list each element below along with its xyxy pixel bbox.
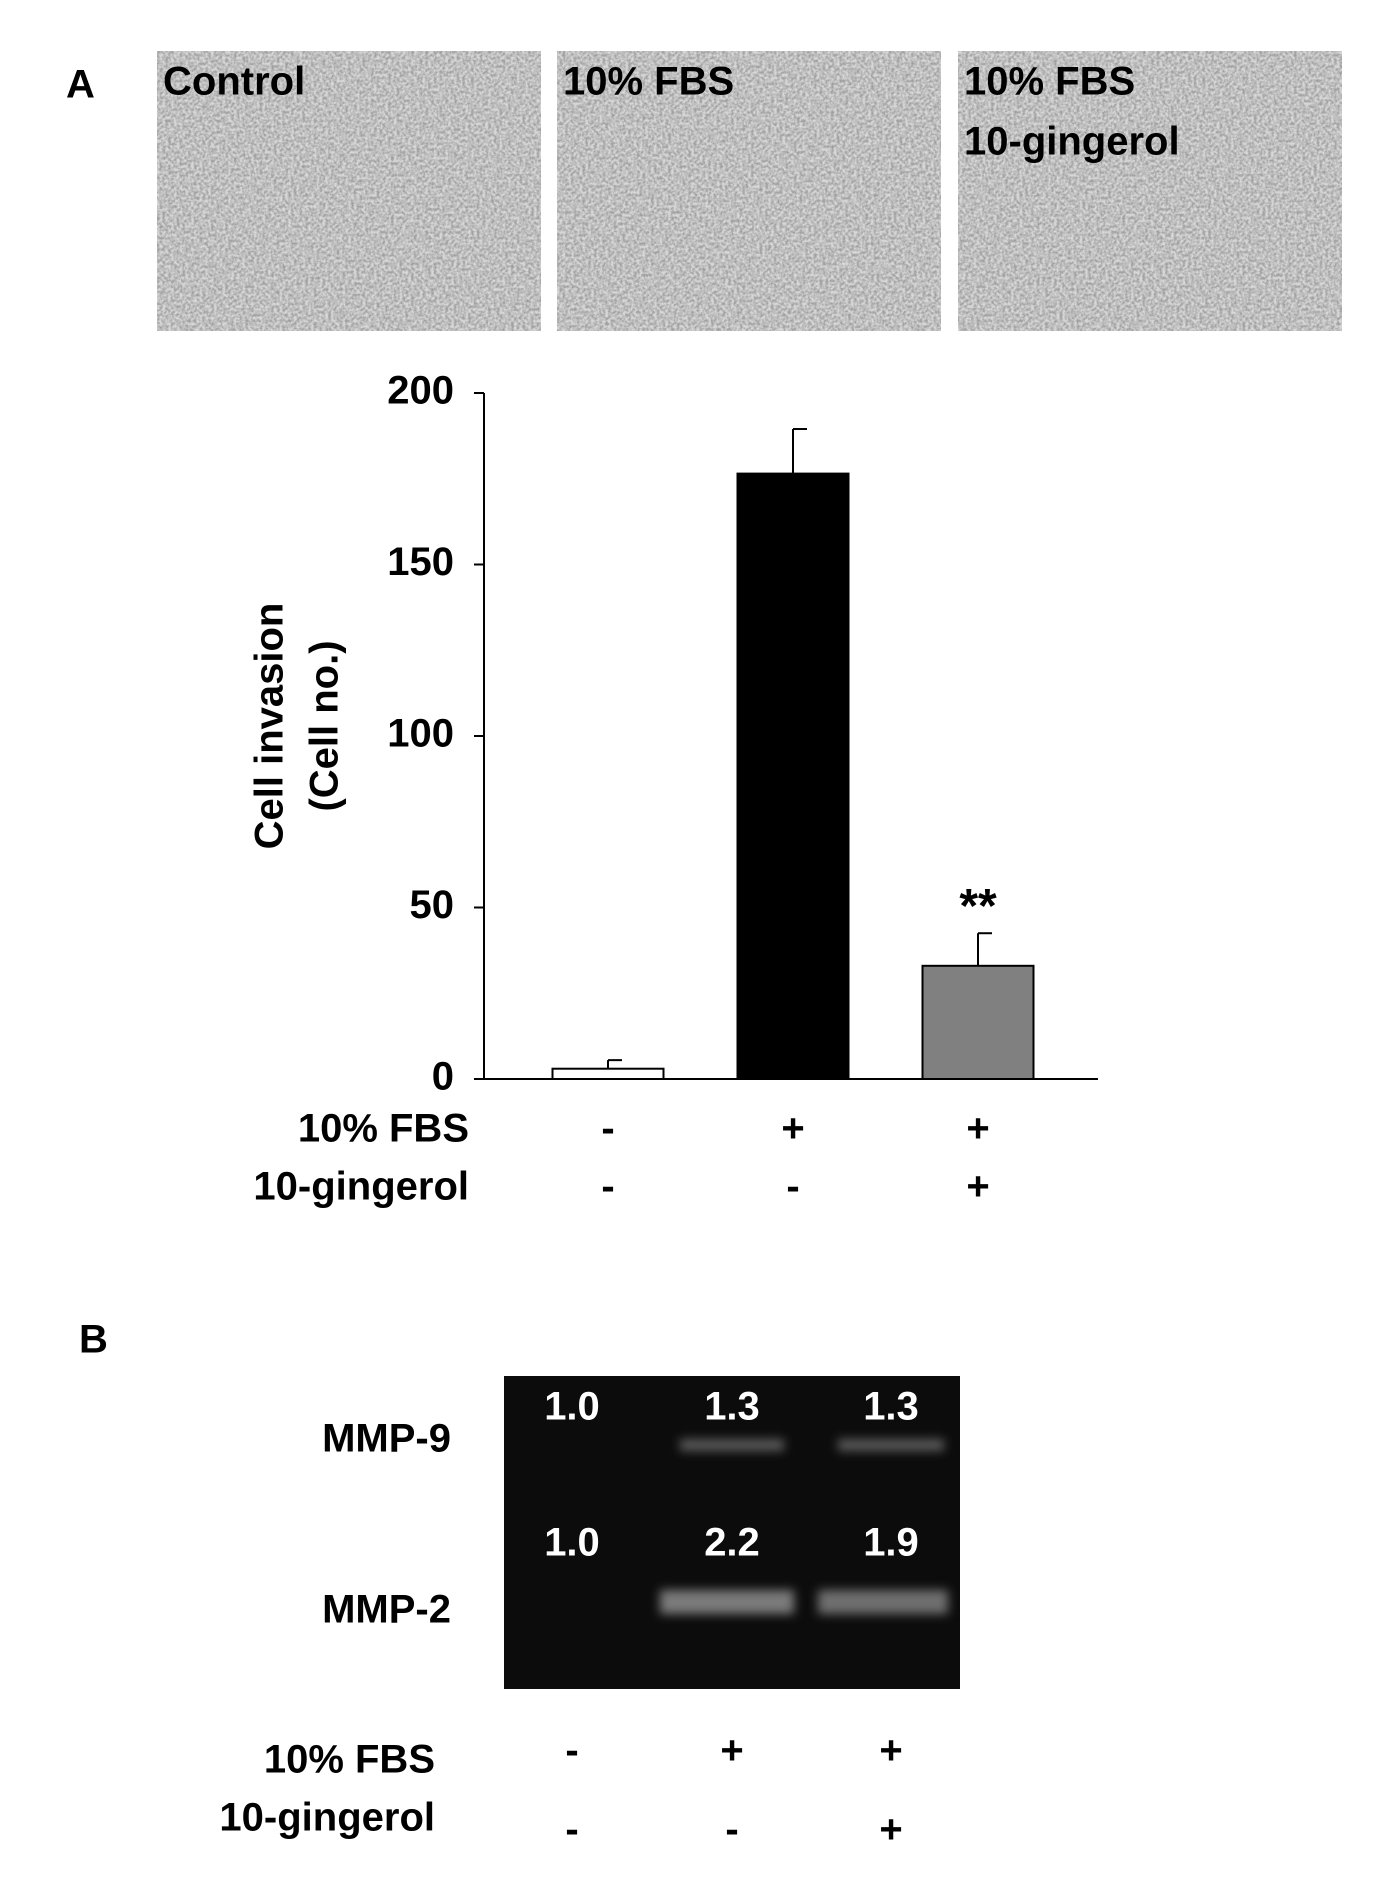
y-axis-label: Cell invasion <box>248 603 292 850</box>
condition-sign: + <box>966 1107 989 1151</box>
condition-sign: - <box>565 1729 578 1773</box>
condition-sign: + <box>781 1107 804 1151</box>
band-value: 2.2 <box>704 1521 760 1565</box>
condition-label: 10% FBS <box>298 1107 469 1151</box>
micrograph-texture <box>157 51 541 331</box>
band-value: 1.3 <box>704 1385 760 1429</box>
bar <box>736 472 850 1081</box>
band-label: MMP-9 <box>322 1417 451 1461</box>
y-tick-label: 50 <box>410 883 455 927</box>
condition-sign: + <box>720 1729 743 1773</box>
micrograph-label: 10-gingerol <box>964 120 1180 164</box>
condition-sign: - <box>725 1808 738 1852</box>
condition-sign: - <box>565 1808 578 1852</box>
condition-sign: + <box>879 1729 902 1773</box>
bar <box>551 1067 665 1080</box>
condition-sign: - <box>601 1107 614 1151</box>
gel-bands <box>660 1439 948 1614</box>
band-value: 1.3 <box>863 1385 919 1429</box>
micrograph-texture <box>557 51 941 331</box>
y-tick-label: 200 <box>387 369 454 413</box>
condition-label: 10-gingerol <box>219 1796 435 1840</box>
condition-sign: - <box>601 1165 614 1209</box>
y-tick-label: 150 <box>387 540 454 584</box>
micrograph-texture <box>958 51 1342 331</box>
micrograph-label: 10% FBS <box>563 60 734 104</box>
bar <box>921 964 1035 1080</box>
condition-label: 10% FBS <box>264 1738 435 1782</box>
micrograph-label: 10% FBS <box>964 60 1135 104</box>
condition-label: 10-gingerol <box>253 1165 469 1209</box>
band-value: 1.0 <box>544 1385 600 1429</box>
band-value: 1.0 <box>544 1521 600 1565</box>
significance: ** <box>959 880 997 933</box>
y-axis-label: (Cell no.) <box>303 640 347 811</box>
band-label: MMP-2 <box>322 1588 451 1632</box>
condition-sign: + <box>966 1165 989 1209</box>
micrograph-label: Control <box>163 60 305 104</box>
y-tick-label: 100 <box>387 712 454 756</box>
y-tick-label: 0 <box>432 1055 454 1099</box>
gel <box>504 1376 960 1689</box>
condition-sign: - <box>786 1165 799 1209</box>
panel-label: B <box>79 1318 108 1362</box>
band-value: 1.9 <box>863 1521 919 1565</box>
panel-label: A <box>66 63 95 107</box>
condition-sign: + <box>879 1808 902 1852</box>
